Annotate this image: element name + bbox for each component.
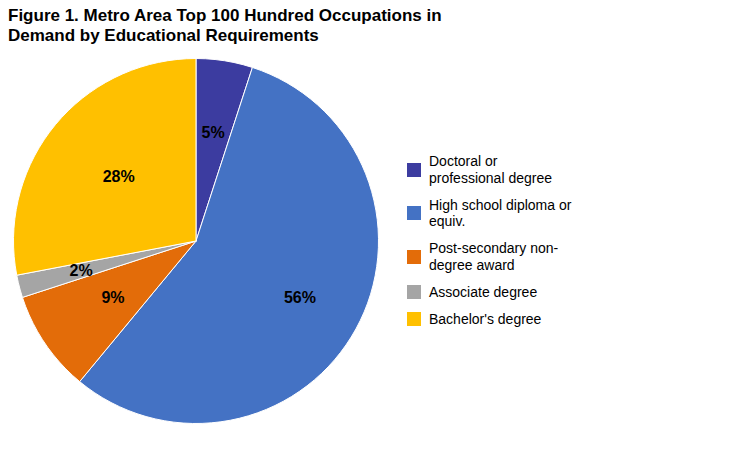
svg-text:2%: 2% <box>70 261 93 278</box>
html-text:Doctoral or professional degre: Doctoral or professional degree <box>429 153 552 186</box>
html-text:Post-secondary non- degree awa: Post-secondary non- degree award <box>429 240 559 274</box>
svg-text:56%: 56% <box>284 289 316 306</box>
svg-text:28%: 28% <box>103 168 135 185</box>
html-text:Figure 1. Metro Area Top 100 H: Figure 1. Metro Area Top 100 Hundred Occ… <box>8 6 442 46</box>
svg-text:9%: 9% <box>101 288 124 305</box>
html-text:High school diploma or equiv.: High school diploma or equiv. <box>429 196 572 230</box>
svg-text:5%: 5% <box>202 124 225 141</box>
html-text:Associate degree: Associate degree <box>429 283 538 300</box>
html-text:Bachelor's degree: Bachelor's degree <box>429 310 542 327</box>
